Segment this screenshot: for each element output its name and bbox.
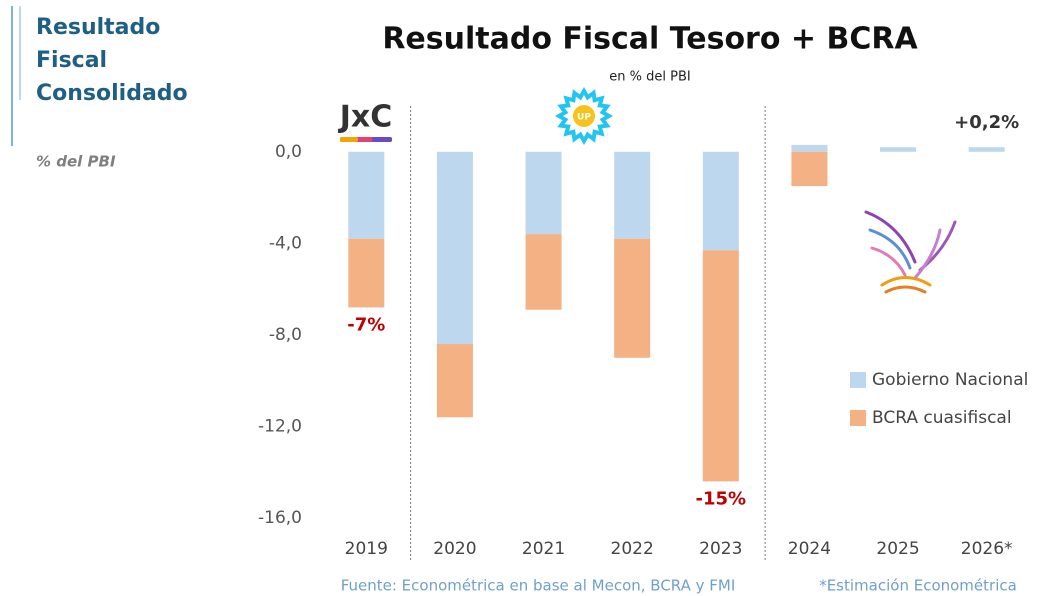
bar: [791, 144, 828, 152]
bar: [968, 147, 1005, 152]
chart-title: Resultado Fiscal Tesoro + BCRA: [382, 22, 918, 57]
bar: [436, 151, 473, 345]
logo-bar: [372, 137, 392, 142]
x-tick-label: 2021: [522, 539, 565, 559]
bar: [525, 151, 562, 235]
y-tick-label: 0,0: [275, 142, 302, 162]
bar: [791, 151, 828, 187]
legend-swatch: [850, 372, 866, 388]
bar: [702, 151, 739, 251]
eagle-stroke: [913, 228, 942, 280]
logo-middle: UP: [555, 87, 613, 145]
eagle: [864, 210, 957, 294]
note: *Estimación Econométrica: [819, 577, 1017, 595]
logo-text: UP: [577, 113, 591, 123]
x-tick-label: 2025: [876, 539, 919, 559]
x-tick-label: 2023: [699, 539, 742, 559]
bar: [525, 234, 562, 310]
y-tick-label: -16,0: [258, 508, 302, 528]
y-tick-label: -12,0: [258, 416, 302, 436]
sun-core: [573, 105, 595, 127]
legend-label: Gobierno Nacional: [872, 370, 1028, 390]
data-label: +0,2%: [954, 112, 1019, 133]
x-tick-label: 2026*: [961, 539, 1013, 559]
eagle-stroke: [880, 276, 932, 287]
chart-subtitle: en % del PBI: [609, 70, 690, 85]
x-tick-label: 2024: [788, 539, 831, 559]
bar: [702, 250, 739, 482]
legend-label: BCRA cuasifiscal: [872, 408, 1012, 428]
y-tick-label: -4,0: [269, 233, 302, 253]
side-unit: % del PBI: [36, 153, 116, 171]
side-title: Resultado Fiscal Consolidado: [36, 15, 188, 106]
legend-swatch: [850, 410, 866, 426]
source: Fuente: Econométrica en base al Mecon, B…: [341, 577, 736, 595]
logo-bar: [340, 137, 358, 142]
y-tick-label: -8,0: [269, 325, 302, 345]
bar: [614, 151, 651, 239]
data-label: -15%: [696, 488, 747, 509]
eagle-stroke: [870, 246, 907, 277]
x-tick-label: 2022: [611, 539, 654, 559]
logo-text: JxC: [338, 100, 393, 135]
x-tick-label: 2019: [345, 539, 388, 559]
data-label: -7%: [347, 314, 385, 335]
eagle-stroke: [884, 285, 927, 294]
bar: [348, 238, 385, 308]
bar: [614, 238, 651, 358]
bar: [436, 344, 473, 418]
logo-left: JxC: [338, 100, 393, 142]
bar: [880, 147, 917, 152]
eagle-stroke: [864, 210, 917, 264]
eagle-stroke: [868, 228, 912, 270]
side-title-text: Resultado Fiscal Consolidado: [36, 15, 188, 106]
bar: [348, 151, 385, 239]
x-tick-label: 2020: [433, 539, 476, 559]
